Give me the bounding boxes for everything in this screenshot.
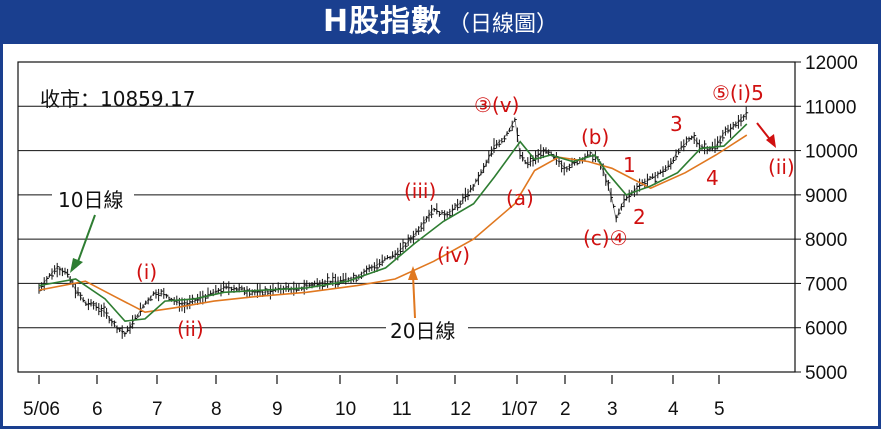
x-tick-label: 5 [714,399,725,420]
title-bar: H股指數 （日線圖） [0,0,881,44]
callout-bg [52,187,134,213]
y-tick-label: 5000 [805,363,847,384]
y-tick-label: 12000 [805,53,858,74]
callout-ma20-arrowhead [408,266,418,280]
y-tick-label: 8000 [805,230,847,251]
wave-label: 3 [670,112,683,136]
callout-ma20: 20日線 [390,319,455,343]
projection-arrowhead [766,134,776,148]
x-tick-label: 9 [272,399,283,420]
wave-label: (ii) [177,317,204,341]
wave-label: (i) [136,260,157,284]
wave-label: (ii) [768,155,795,179]
plot-area [17,61,796,373]
y-tick-label: 11000 [805,97,856,118]
wave-label: ⑤(i)5 [712,81,764,105]
y-tick-label: 9000 [805,186,847,207]
wave-label: ③(v) [474,93,519,117]
callout-bg [386,318,468,344]
wave-label: 2 [633,205,646,229]
y-tick-label: 6000 [805,319,847,340]
callout-ma10-arrowhead [70,258,83,273]
callout-ma10-arrow [75,214,96,268]
y-tick-label: 10000 [805,142,858,163]
x-tick-label: 8 [211,399,222,420]
x-tick-label: 5/06 [23,399,60,420]
x-tick-label: 4 [668,399,679,420]
x-tick-label: 6 [92,399,103,420]
callout-ma10: 10日線 [58,188,123,212]
wave-label: (c)④ [583,226,628,250]
x-tick-label: 3 [607,399,618,420]
wave-label: 1 [623,153,636,177]
x-tick-label: 11 [392,399,412,420]
y-tick-label: 7000 [805,274,847,295]
x-tick-label: 10 [335,399,356,420]
ma10-line [38,123,748,322]
x-tick-label: 7 [152,399,163,420]
x-tick-label: 1/07 [501,399,538,420]
chart-title: H股指數 [322,4,443,39]
close-label: 收市：10859.17 [40,87,195,111]
wave-label: (iv) [437,243,470,267]
wave-label: (a) [506,186,534,210]
wave-label: (iii) [404,179,436,203]
callout-ma20-arrow [412,274,416,319]
chart-subtitle: （日線圖） [448,12,559,37]
x-tick-label: 2 [560,399,571,420]
wave-label: 4 [706,166,719,190]
x-tick-label: 12 [450,399,471,420]
wave-label: (b) [581,125,609,149]
